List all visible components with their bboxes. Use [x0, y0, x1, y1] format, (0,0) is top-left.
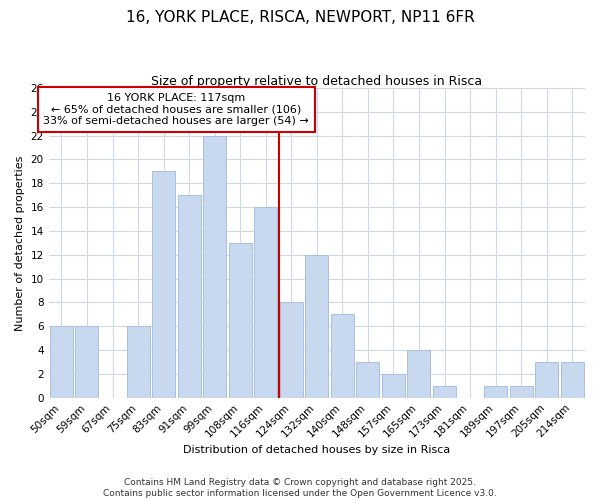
Bar: [382, 374, 405, 398]
X-axis label: Distribution of detached houses by size in Risca: Distribution of detached houses by size …: [183, 445, 451, 455]
Bar: [152, 172, 175, 398]
Bar: [280, 302, 303, 398]
Y-axis label: Number of detached properties: Number of detached properties: [15, 155, 25, 330]
Bar: [561, 362, 584, 398]
Bar: [229, 243, 252, 398]
Bar: [433, 386, 456, 398]
Bar: [331, 314, 354, 398]
Bar: [50, 326, 73, 398]
Bar: [76, 326, 98, 398]
Bar: [356, 362, 379, 398]
Bar: [484, 386, 507, 398]
Title: Size of property relative to detached houses in Risca: Size of property relative to detached ho…: [151, 75, 482, 88]
Text: 16 YORK PLACE: 117sqm
← 65% of detached houses are smaller (106)
33% of semi-det: 16 YORK PLACE: 117sqm ← 65% of detached …: [43, 93, 309, 126]
Bar: [509, 386, 533, 398]
Bar: [305, 255, 328, 398]
Bar: [203, 136, 226, 398]
Bar: [254, 207, 277, 398]
Bar: [178, 195, 200, 398]
Bar: [407, 350, 430, 398]
Text: Contains HM Land Registry data © Crown copyright and database right 2025.
Contai: Contains HM Land Registry data © Crown c…: [103, 478, 497, 498]
Bar: [127, 326, 149, 398]
Bar: [535, 362, 558, 398]
Text: 16, YORK PLACE, RISCA, NEWPORT, NP11 6FR: 16, YORK PLACE, RISCA, NEWPORT, NP11 6FR: [125, 10, 475, 25]
